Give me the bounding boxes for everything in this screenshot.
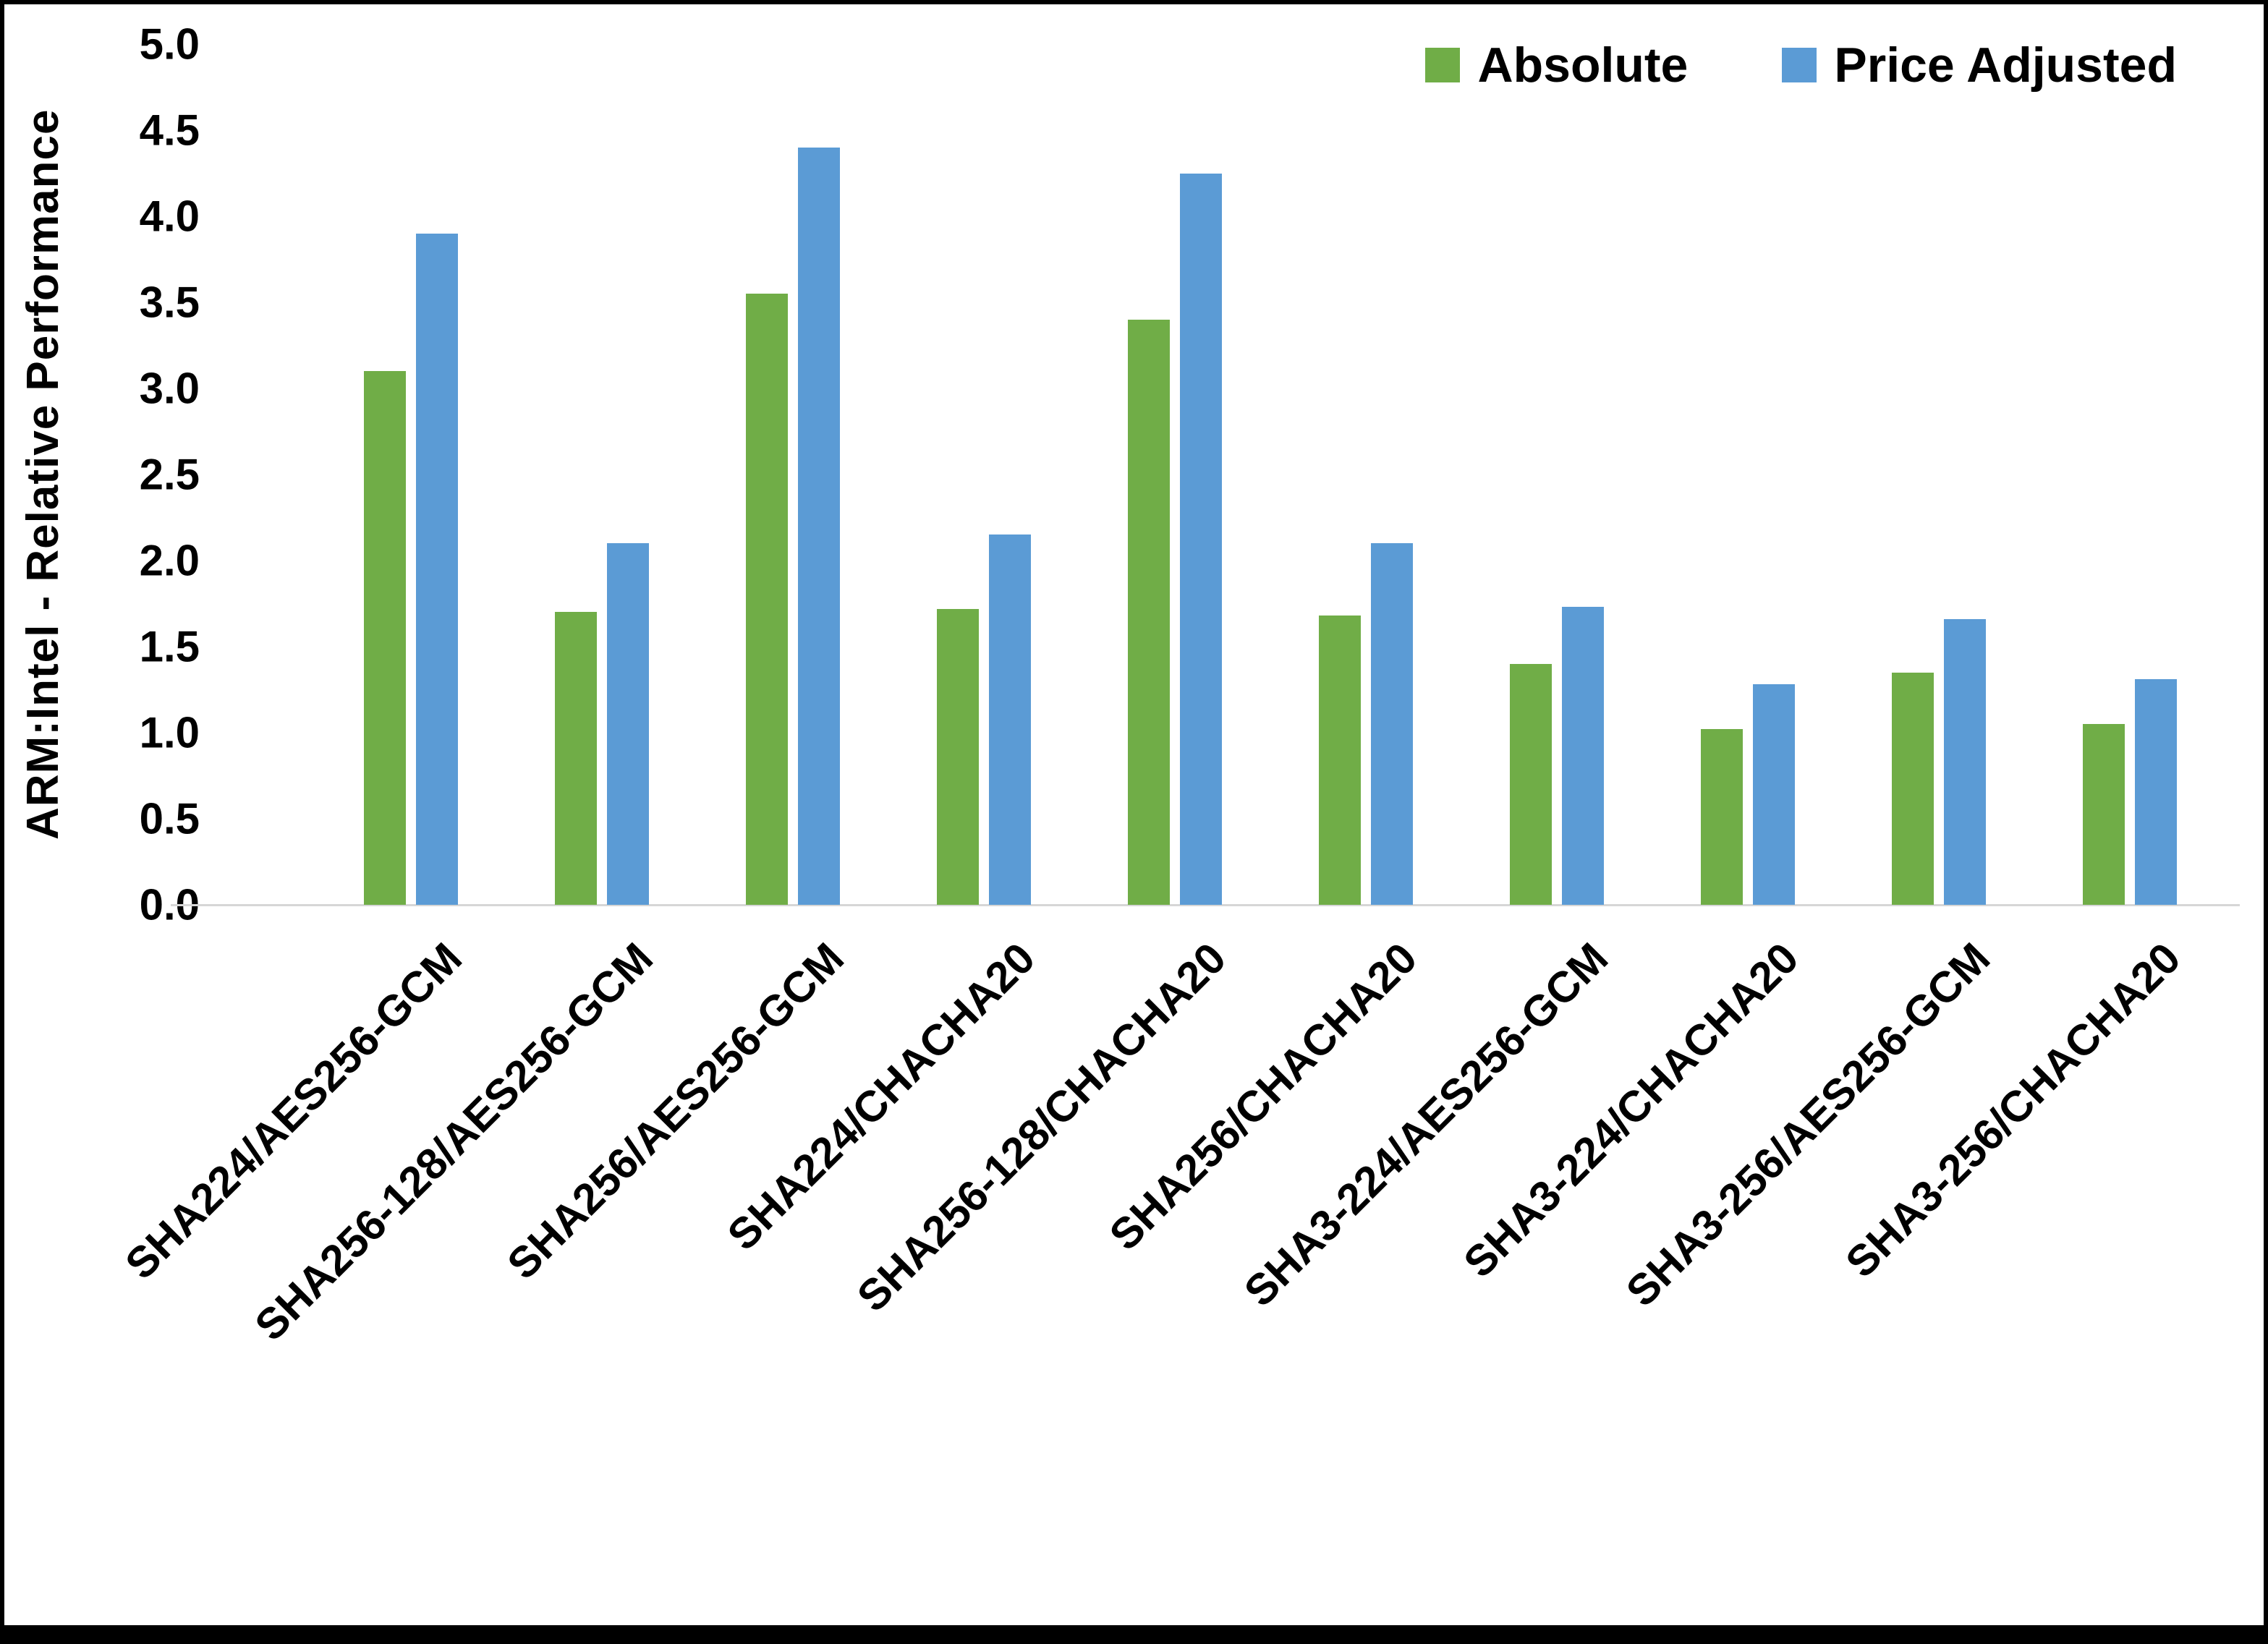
- bar-absolute: [1319, 616, 1361, 905]
- plot-area: [171, 44, 2240, 906]
- legend-item-absolute: Absolute: [1425, 37, 1688, 93]
- bar-price-adjusted: [2135, 679, 2177, 905]
- bar-absolute: [1128, 319, 1170, 905]
- bar-absolute: [364, 371, 406, 905]
- y-tick-label: 0.5: [139, 794, 200, 843]
- legend: Absolute Price Adjusted: [1425, 37, 2177, 93]
- y-tick-label: 1.0: [139, 708, 200, 757]
- bar-price-adjusted: [1562, 607, 1604, 905]
- x-category-label: SHA3-224/CHACHA20: [1454, 933, 1809, 1287]
- bar-price-adjusted: [416, 233, 458, 905]
- x-category-label: SHA3-256/AES256-GCM: [1616, 933, 2000, 1316]
- bar-absolute: [746, 294, 788, 905]
- bar-price-adjusted: [1180, 173, 1222, 905]
- y-tick-label: 4.5: [139, 106, 200, 155]
- x-category-label: SHA3-224/AES256-GCM: [1234, 933, 1618, 1316]
- y-tick-label: 4.0: [139, 192, 200, 241]
- bar-absolute: [555, 612, 597, 905]
- legend-swatch-price-adjusted-icon: [1782, 48, 1817, 82]
- x-category-label: SHA3-256/CHACHA20: [1836, 933, 2191, 1287]
- bar-price-adjusted: [989, 534, 1031, 905]
- y-tick-label: 5.0: [139, 20, 200, 69]
- bar-absolute: [1701, 729, 1743, 905]
- y-tick-label: 2.0: [139, 536, 200, 585]
- legend-item-price-adjusted: Price Adjusted: [1782, 37, 2177, 93]
- legend-label-absolute: Absolute: [1477, 38, 1689, 93]
- bar-absolute: [937, 608, 979, 905]
- x-category-label: SHA224/CHACHA20: [718, 933, 1045, 1260]
- x-category-label: SHA256/AES256-GCM: [498, 933, 854, 1289]
- legend-swatch-absolute-icon: [1425, 48, 1461, 82]
- legend-label-price-adjusted: Price Adjusted: [1834, 38, 2177, 93]
- x-category-label: SHA256-128/AES256-GCM: [245, 933, 663, 1350]
- bar-absolute: [1510, 663, 1552, 905]
- y-tick-label: 1.5: [139, 622, 200, 671]
- bar-price-adjusted: [798, 147, 840, 905]
- bar-price-adjusted: [1371, 543, 1413, 905]
- bar-absolute: [2083, 724, 2125, 905]
- y-tick-label: 3.0: [139, 364, 200, 413]
- bar-price-adjusted: [1753, 684, 1795, 905]
- bar-price-adjusted: [607, 543, 649, 905]
- x-axis-labels: SHA224/AES256-GCM SHA256-128/AES256-GCM SH…: [116, 924, 2225, 1517]
- x-category-label: SHA224/AES256-GCM: [116, 933, 472, 1289]
- x-category-label: SHA256/CHACHA20: [1100, 933, 1427, 1260]
- x-axis-baseline: [171, 904, 2240, 906]
- x-category-label: SHA256-128/CHACHA20: [847, 933, 1236, 1321]
- y-axis-title: ARM:Intel - Relative Performance: [18, 108, 68, 840]
- bar-price-adjusted: [1944, 618, 1986, 905]
- y-tick-label: 3.5: [139, 278, 200, 327]
- y-tick-label: 2.5: [139, 450, 200, 499]
- bar-absolute: [1892, 672, 1934, 905]
- y-axis-ticks: 0.0 0.5 1.0 1.5 2.0 2.5 3.0 3.5 4.0 4.5 5.0: [84, 20, 200, 929]
